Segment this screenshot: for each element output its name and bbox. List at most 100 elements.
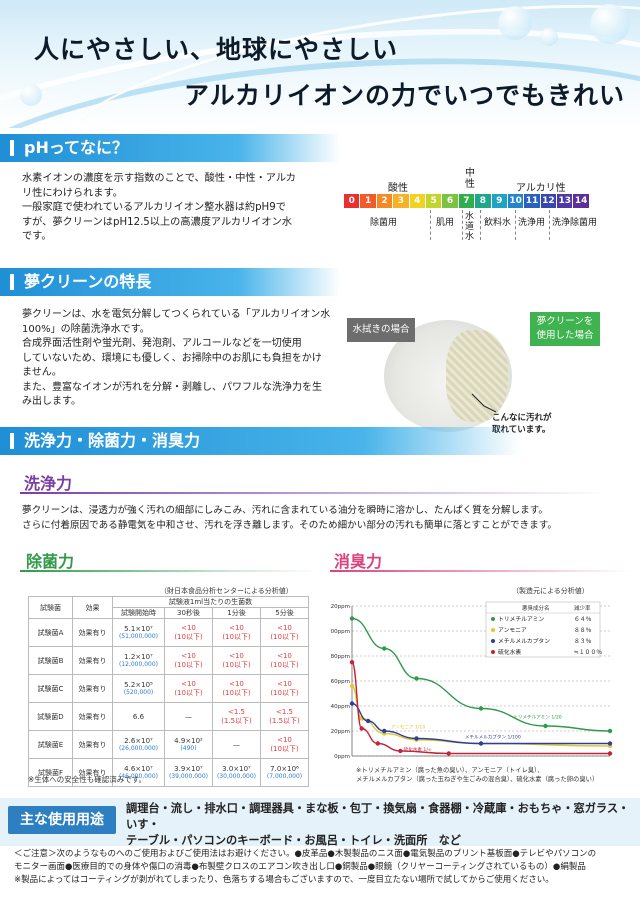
features-description: 夢クリーンは、水を電気分解してつくられている「アルカリイオン水 100%」の除菌… bbox=[22, 308, 342, 410]
y-tick-label: 20ppm bbox=[331, 729, 350, 735]
data-point bbox=[398, 748, 403, 754]
y-tick-label: 120ppm bbox=[330, 604, 350, 610]
legend-marker bbox=[491, 617, 495, 621]
tag-water-wipe: 水拭きの場合 bbox=[347, 318, 415, 342]
ph-acid-label: 酸性 bbox=[388, 183, 408, 194]
table-cell: <10 (10以下) bbox=[212, 618, 261, 647]
legend-marker bbox=[491, 628, 495, 632]
ph-use-label: 除菌用 bbox=[370, 218, 398, 228]
col-header: 効果 bbox=[72, 596, 113, 619]
tag-yume-clean: 夢クリーンを 使用した場合 bbox=[530, 312, 600, 346]
cleaning-line: 夢クリーンは、浸透力が強く汚れの細部にしみこみ、汚れに含まれている油分を瞬時に溶… bbox=[22, 505, 548, 516]
legend-rate: ８８％ bbox=[574, 627, 592, 634]
ph-cell-12: 12 bbox=[540, 194, 557, 208]
ph-cell-14: 14 bbox=[573, 194, 589, 208]
data-point bbox=[446, 751, 451, 756]
ph-use-label: 飲料水 bbox=[484, 218, 512, 228]
table-cell: — bbox=[212, 730, 261, 759]
data-point bbox=[349, 683, 355, 689]
series-label: 硫化水素 1/∞ bbox=[404, 746, 432, 753]
ph-cell-9: 9 bbox=[491, 194, 507, 208]
table-cell: <10 (10以下) bbox=[212, 674, 261, 703]
chart-notes: ※トリメチルアミン（腐った魚の臭い）、アンモニア（トイレ臭）、 メチルメルカプタ… bbox=[356, 766, 598, 784]
legend-name: アンモニア bbox=[498, 627, 527, 634]
dirt-area bbox=[446, 330, 508, 422]
legend-marker bbox=[491, 639, 495, 643]
table-cell: 3.9×10⁷ (39,000,000) bbox=[164, 758, 213, 787]
usage-line: テーブル・パソコンのキーボード・お風呂・トイレ・洗面所 など bbox=[126, 834, 461, 847]
section-heading-power: 洗浄力・除菌力・消臭力 bbox=[0, 427, 520, 455]
ph-line: 一般家庭で使われているアルカリイオン整水器は約pH9で bbox=[22, 202, 286, 213]
data-point bbox=[382, 728, 387, 734]
table-cell: <10 (10以下) bbox=[260, 646, 309, 675]
table-row: 試験菌B 効果有り 1.2×10⁷ (12,000,000) <10 (10以下) <10(… bbox=[28, 646, 309, 675]
table-cell: <10 (10以下) bbox=[260, 674, 309, 703]
legend-rate: ８３％ bbox=[574, 638, 592, 645]
table-footnote: ※生体への安全性も確認済みです。 bbox=[28, 775, 147, 784]
legend-header: 悪臭成分名 bbox=[522, 604, 550, 612]
ph-scale: 酸性 中性 アルカリ性 0 1 2 3 4 5 6 7 8 9 10 11 12 13 14 除菌用 肌用 … bbox=[344, 168, 604, 248]
table-cell: 3.0×10⁷ (30,000,000) bbox=[212, 758, 261, 787]
ph-divider bbox=[480, 210, 481, 240]
caution-line: ※製品によってはコーティングが剥がれてしまったり、色落ちする場合もございますので… bbox=[14, 875, 554, 885]
table-row: 試験菌D 効果有り 6.6— <1.5 (1.5以下) <1.5 (1.5以下) bbox=[28, 702, 309, 731]
cleaning-description: 夢クリーンは、浸透力が強く汚れの細部にしみこみ、汚れに含まれている油分を瞬時に溶… bbox=[22, 503, 632, 533]
data-point bbox=[607, 728, 613, 734]
table-cell: 4.9×10² (490) bbox=[164, 730, 213, 759]
ph-line: です。 bbox=[22, 231, 52, 242]
table-cell: 7.0×10⁶ (7,000,000) bbox=[260, 758, 309, 787]
table-cell: 2.6×10⁷ (26,000,000) bbox=[112, 730, 165, 759]
y-tick-label: 0ppm bbox=[334, 754, 350, 760]
ph-cell-4: 4 bbox=[409, 194, 425, 208]
col-header: 試験液1ml当たりの生菌数 bbox=[112, 596, 309, 608]
ph-neutral-label: 中性 bbox=[465, 168, 475, 190]
ph-cell-7: 7 bbox=[458, 194, 475, 208]
ph-use-label: 水道水 bbox=[465, 212, 475, 242]
table-cell: 効果有り bbox=[72, 730, 113, 759]
data-point bbox=[607, 751, 613, 756]
series-label: メチルメルカプタン 1/100 bbox=[465, 734, 521, 741]
table-cell: 試験菌E bbox=[28, 730, 73, 759]
ph-cell-11: 11 bbox=[524, 194, 540, 208]
table-cell: <10 (10以下) bbox=[164, 646, 213, 675]
table-row: 試験菌E 効果有り 2.6×10⁷ (26,000,000) 4.9×10² (490) —… bbox=[28, 730, 309, 759]
data-point bbox=[414, 676, 419, 681]
ph-alkaline-label: アルカリ性 bbox=[516, 183, 566, 194]
caution-line: ＜ご注意＞次のようなものへのご使用およびご使用法はお避けください。●皮革品●木製… bbox=[14, 849, 597, 859]
col-header: 試験開始時 bbox=[112, 607, 165, 619]
features-line: ません。 bbox=[22, 367, 62, 378]
table-source: （財日本食品分析センターによる分析値） bbox=[160, 587, 293, 595]
legend-rate: ６４％ bbox=[574, 616, 592, 623]
table-cell: <10 (10以下) bbox=[164, 674, 213, 703]
caption-line: こんなに汚れが bbox=[492, 413, 552, 423]
col-header: 1分後 bbox=[212, 607, 261, 619]
table-cell: <1.5 (1.5以下) bbox=[260, 702, 309, 731]
tag-line: 夢クリーンを bbox=[536, 316, 594, 327]
table-cell: 試験菌C bbox=[28, 674, 73, 703]
table-cell: <10 (10以下) bbox=[212, 646, 261, 675]
tag-line: 使用した場合 bbox=[536, 330, 594, 341]
ph-description: 水素イオンの濃度を示す指数のことで、酸性・中性・アルカ リ性にわけられます。 一… bbox=[22, 172, 332, 245]
ph-cell-2: 2 bbox=[376, 194, 393, 208]
section-heading-ph: pHってなに？ bbox=[0, 134, 340, 162]
features-line: 夢クリーンは、水を電気分解してつくられている「アルカリイオン水 bbox=[22, 309, 331, 320]
sterilization-table: 試験菌 効果 試験液1ml当たりの生菌数 試験開始時 30秒後 1分後 5分後 … bbox=[28, 596, 309, 787]
table-cell: <10 (10以下) bbox=[164, 618, 213, 647]
legend-name: 硫化水素 bbox=[498, 648, 521, 656]
legend-header: 減少率 bbox=[574, 604, 591, 612]
ph-use-label: 洗浄用 bbox=[518, 218, 546, 228]
table-cell: 試験菌D bbox=[28, 702, 73, 731]
table-cell: <1.5 (1.5以下) bbox=[212, 702, 261, 731]
table-row: 試験菌C 効果有り 5.2×10⁵ (520,000) <10 (10以下) <10 (10以… bbox=[28, 674, 309, 703]
data-point bbox=[382, 646, 387, 651]
chart-note-line: メチルメルカプタン（腐った玉ねぎや生ごみの混合臭）、硫化水素（腐った卵の臭い） bbox=[356, 776, 599, 783]
legend-marker bbox=[491, 650, 495, 654]
hero-title-line1: 人にやさしい、地球にやさしい bbox=[34, 35, 399, 64]
ph-cell-8: 8 bbox=[475, 194, 491, 208]
data-point bbox=[349, 616, 355, 621]
data-point bbox=[543, 723, 548, 729]
chart-source: （製造元による分析値） bbox=[512, 587, 589, 595]
data-point bbox=[607, 741, 613, 746]
col-header: 試験菌 bbox=[28, 596, 73, 619]
data-point bbox=[349, 701, 355, 706]
